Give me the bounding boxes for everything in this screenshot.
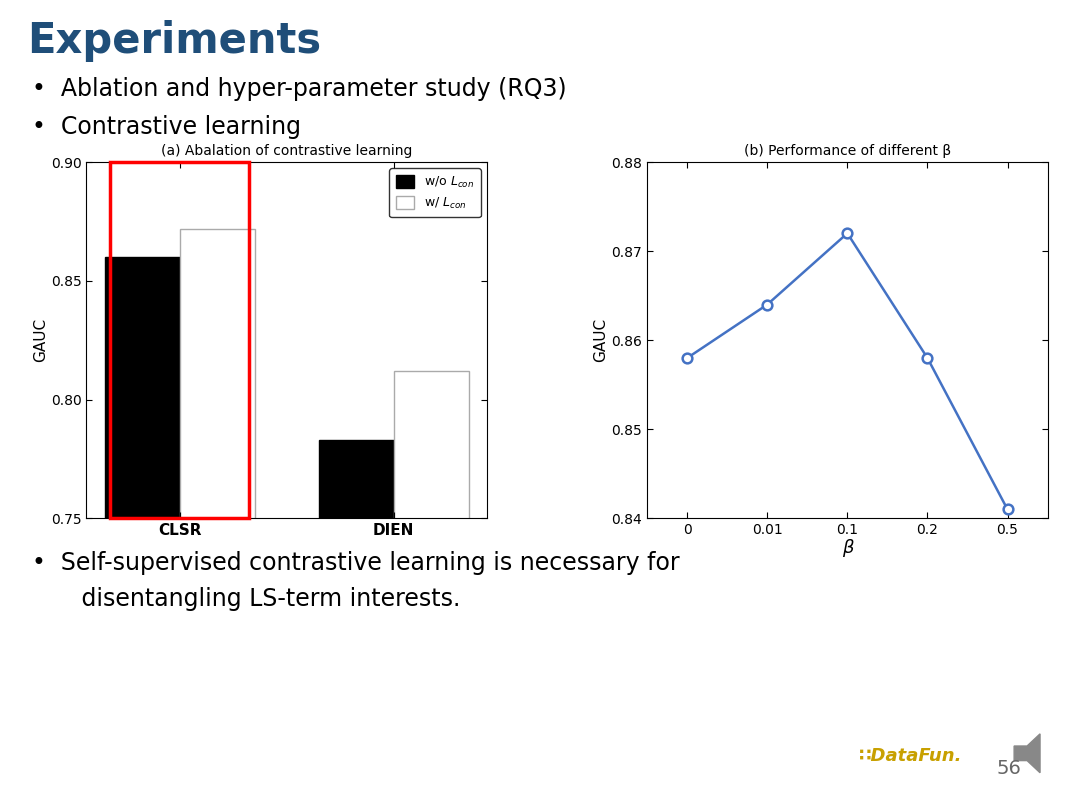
Text: •  Ablation and hyper-parameter study (RQ3): • Ablation and hyper-parameter study (RQ… xyxy=(32,77,567,101)
Title: (b) Performance of different β: (b) Performance of different β xyxy=(744,144,950,158)
Legend: w/o $L_{con}$, w/ $L_{con}$: w/o $L_{con}$, w/ $L_{con}$ xyxy=(389,168,481,217)
X-axis label: β: β xyxy=(841,539,853,556)
Y-axis label: GAUC: GAUC xyxy=(33,318,48,362)
Title: (a) Abalation of contrastive learning: (a) Abalation of contrastive learning xyxy=(161,144,413,158)
Bar xyxy=(394,371,469,810)
Text: Experiments: Experiments xyxy=(27,20,321,62)
Text: disentangling LS-term interests.: disentangling LS-term interests. xyxy=(59,587,461,612)
Bar xyxy=(105,257,179,810)
Bar xyxy=(110,162,249,518)
Text: 56: 56 xyxy=(997,759,1022,778)
Bar xyxy=(179,228,255,810)
Polygon shape xyxy=(1014,734,1040,773)
Bar xyxy=(319,440,394,810)
Text: ∷DataFun.: ∷DataFun. xyxy=(859,748,962,765)
Y-axis label: GAUC: GAUC xyxy=(594,318,609,362)
Text: •  Contrastive learning: • Contrastive learning xyxy=(32,115,301,139)
Text: •  Self-supervised contrastive learning is necessary for: • Self-supervised contrastive learning i… xyxy=(32,551,680,575)
